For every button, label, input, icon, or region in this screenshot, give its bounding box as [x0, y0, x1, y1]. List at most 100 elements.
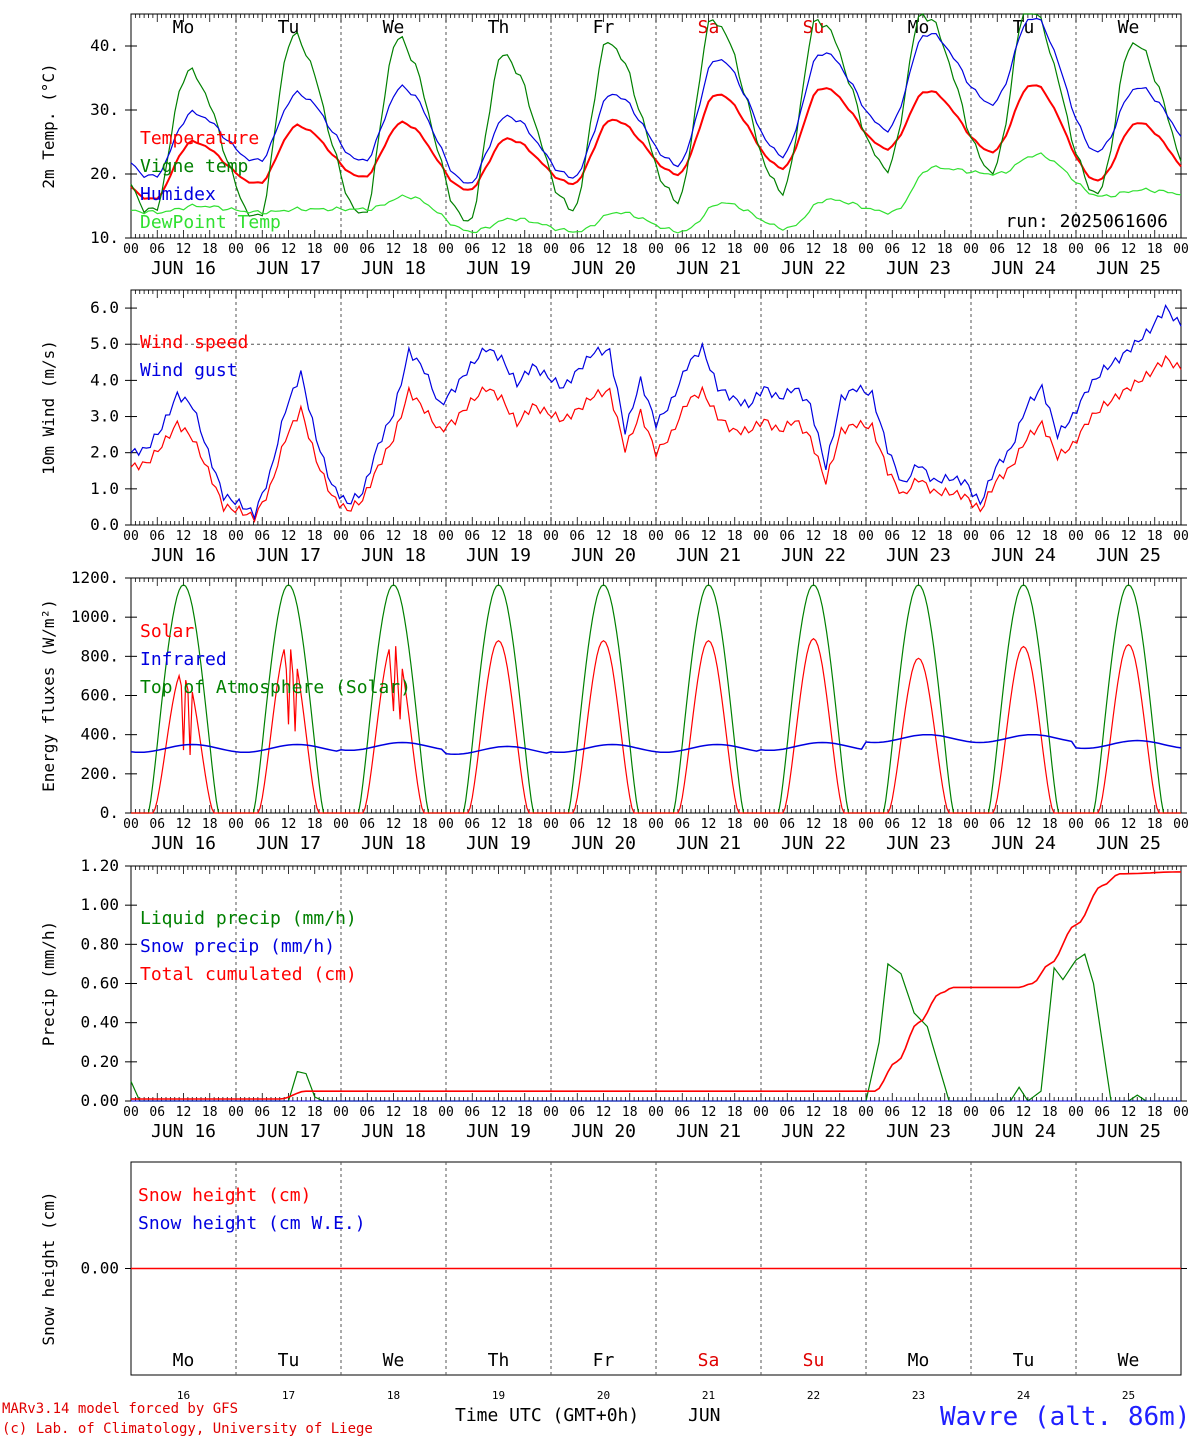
- hour-label: 18: [412, 817, 428, 832]
- hour-label: 12: [281, 817, 297, 832]
- hour-label: 12: [596, 817, 612, 832]
- hour-label: 06: [674, 529, 690, 544]
- hour-label: 18: [307, 242, 323, 257]
- hour-label: 06: [884, 242, 900, 257]
- hour-label: 12: [911, 529, 927, 544]
- weekday-label: Sa: [698, 1350, 720, 1371]
- legend-entry: Wind gust: [140, 360, 238, 381]
- series-line-infrared: [130, 733, 1182, 756]
- date-label: JUN 20: [571, 1121, 636, 1142]
- hour-label: 18: [1042, 817, 1058, 832]
- hour-label: 06: [569, 242, 585, 257]
- date-label: JUN 20: [571, 833, 636, 854]
- y-tick-label: 2.0: [90, 443, 119, 462]
- hour-label: 06: [779, 242, 795, 257]
- hour-label: 06: [989, 529, 1005, 544]
- hour-label: 06: [1094, 1105, 1110, 1120]
- hour-label: 06: [779, 529, 795, 544]
- date-label: JUN 25: [1096, 1121, 1161, 1142]
- series-line-liquid-precip-tail: [1128, 1094, 1147, 1102]
- hour-label: 06: [989, 1105, 1005, 1120]
- hour-label: 00: [123, 242, 139, 257]
- hour-label: 12: [176, 529, 192, 544]
- hour-label: 18: [832, 242, 848, 257]
- hour-label: 18: [832, 1105, 848, 1120]
- station-name: Wavre (alt. 86m): [940, 1402, 1191, 1432]
- hour-label: 06: [149, 529, 165, 544]
- hour-label: 12: [701, 1105, 717, 1120]
- hour-label: 18: [937, 529, 953, 544]
- date-label: JUN 21: [676, 1121, 741, 1142]
- hour-label: 12: [1016, 1105, 1032, 1120]
- legend-entry: Total cumulated (cm): [140, 964, 357, 985]
- hour-label: 18: [622, 817, 638, 832]
- y-tick-label: 0.40: [80, 1013, 119, 1032]
- hour-label: 12: [596, 529, 612, 544]
- hour-label: 00: [333, 817, 349, 832]
- hour-label: 00: [438, 1105, 454, 1120]
- credit-line-1: MARv3.14 model forced by GFS: [2, 1401, 239, 1417]
- hour-label: 18: [1147, 529, 1163, 544]
- hour-label: 12: [386, 1105, 402, 1120]
- hour-label: 00: [963, 817, 979, 832]
- hour-label: 00: [228, 529, 244, 544]
- hour-label: 12: [701, 817, 717, 832]
- date-label: JUN 25: [1096, 545, 1161, 566]
- y-tick-label: 10.: [90, 228, 119, 247]
- series-line-vigne-temp: [130, 13, 1182, 222]
- hour-label: 18: [517, 242, 533, 257]
- hour-label: 18: [937, 242, 953, 257]
- hour-label: 06: [674, 817, 690, 832]
- hour-label: 12: [596, 1105, 612, 1120]
- hour-label: 00: [648, 817, 664, 832]
- hour-label: 00: [1173, 242, 1189, 257]
- date-label: JUN 24: [991, 258, 1056, 279]
- hour-label: 00: [753, 242, 769, 257]
- y-tick-label: 0.80: [80, 934, 119, 953]
- hour-label: 00: [648, 242, 664, 257]
- day-number-label: 16: [177, 1389, 190, 1402]
- hour-label: 06: [464, 817, 480, 832]
- y-axis-title: 10m Wind (m/s): [39, 340, 58, 475]
- date-label: JUN 24: [991, 1121, 1056, 1142]
- y-tick-label: 0.: [100, 803, 119, 822]
- hour-label: 00: [228, 817, 244, 832]
- legend-entry: Liquid precip (mm/h): [140, 908, 357, 929]
- hour-label: 12: [596, 242, 612, 257]
- hour-label: 18: [202, 529, 218, 544]
- hour-label: 18: [1042, 242, 1058, 257]
- credit-line-2: (c) Lab. of Climatology, University of L…: [2, 1421, 373, 1437]
- hour-label: 06: [569, 817, 585, 832]
- date-label: JUN 24: [991, 545, 1056, 566]
- hour-label: 18: [622, 529, 638, 544]
- panel-temp: [125, 13, 1187, 239]
- hour-label: 12: [1016, 817, 1032, 832]
- hour-label: 00: [228, 1105, 244, 1120]
- weekday-label: Fr: [593, 17, 615, 38]
- legend-entry: Top of Atmosphere (Solar): [140, 677, 411, 698]
- date-label: JUN 16: [151, 258, 216, 279]
- hour-label: 18: [727, 817, 743, 832]
- hour-label: 12: [1121, 1105, 1137, 1120]
- hour-label: 12: [806, 1105, 822, 1120]
- series-line-dewpoint-temp: [130, 152, 1182, 234]
- hour-label: 00: [1068, 1105, 1084, 1120]
- hour-label: 18: [937, 1105, 953, 1120]
- hour-label: 06: [674, 242, 690, 257]
- hour-label: 18: [727, 529, 743, 544]
- hour-label: 06: [989, 817, 1005, 832]
- y-tick-label: 200.: [80, 764, 119, 783]
- hour-label: 00: [1173, 817, 1189, 832]
- hour-label: 06: [464, 242, 480, 257]
- hour-label: 18: [412, 242, 428, 257]
- hour-label: 00: [858, 529, 874, 544]
- hour-label: 12: [386, 242, 402, 257]
- date-label: JUN 21: [676, 545, 741, 566]
- y-tick-label: 0.0: [90, 515, 119, 534]
- weekday-label: We: [1118, 17, 1140, 38]
- series-line-total-cumulated: [131, 871, 1181, 1100]
- hour-label: 12: [281, 529, 297, 544]
- hour-label: 06: [149, 1105, 165, 1120]
- y-tick-label: 40.: [90, 36, 119, 55]
- hour-label: 18: [832, 529, 848, 544]
